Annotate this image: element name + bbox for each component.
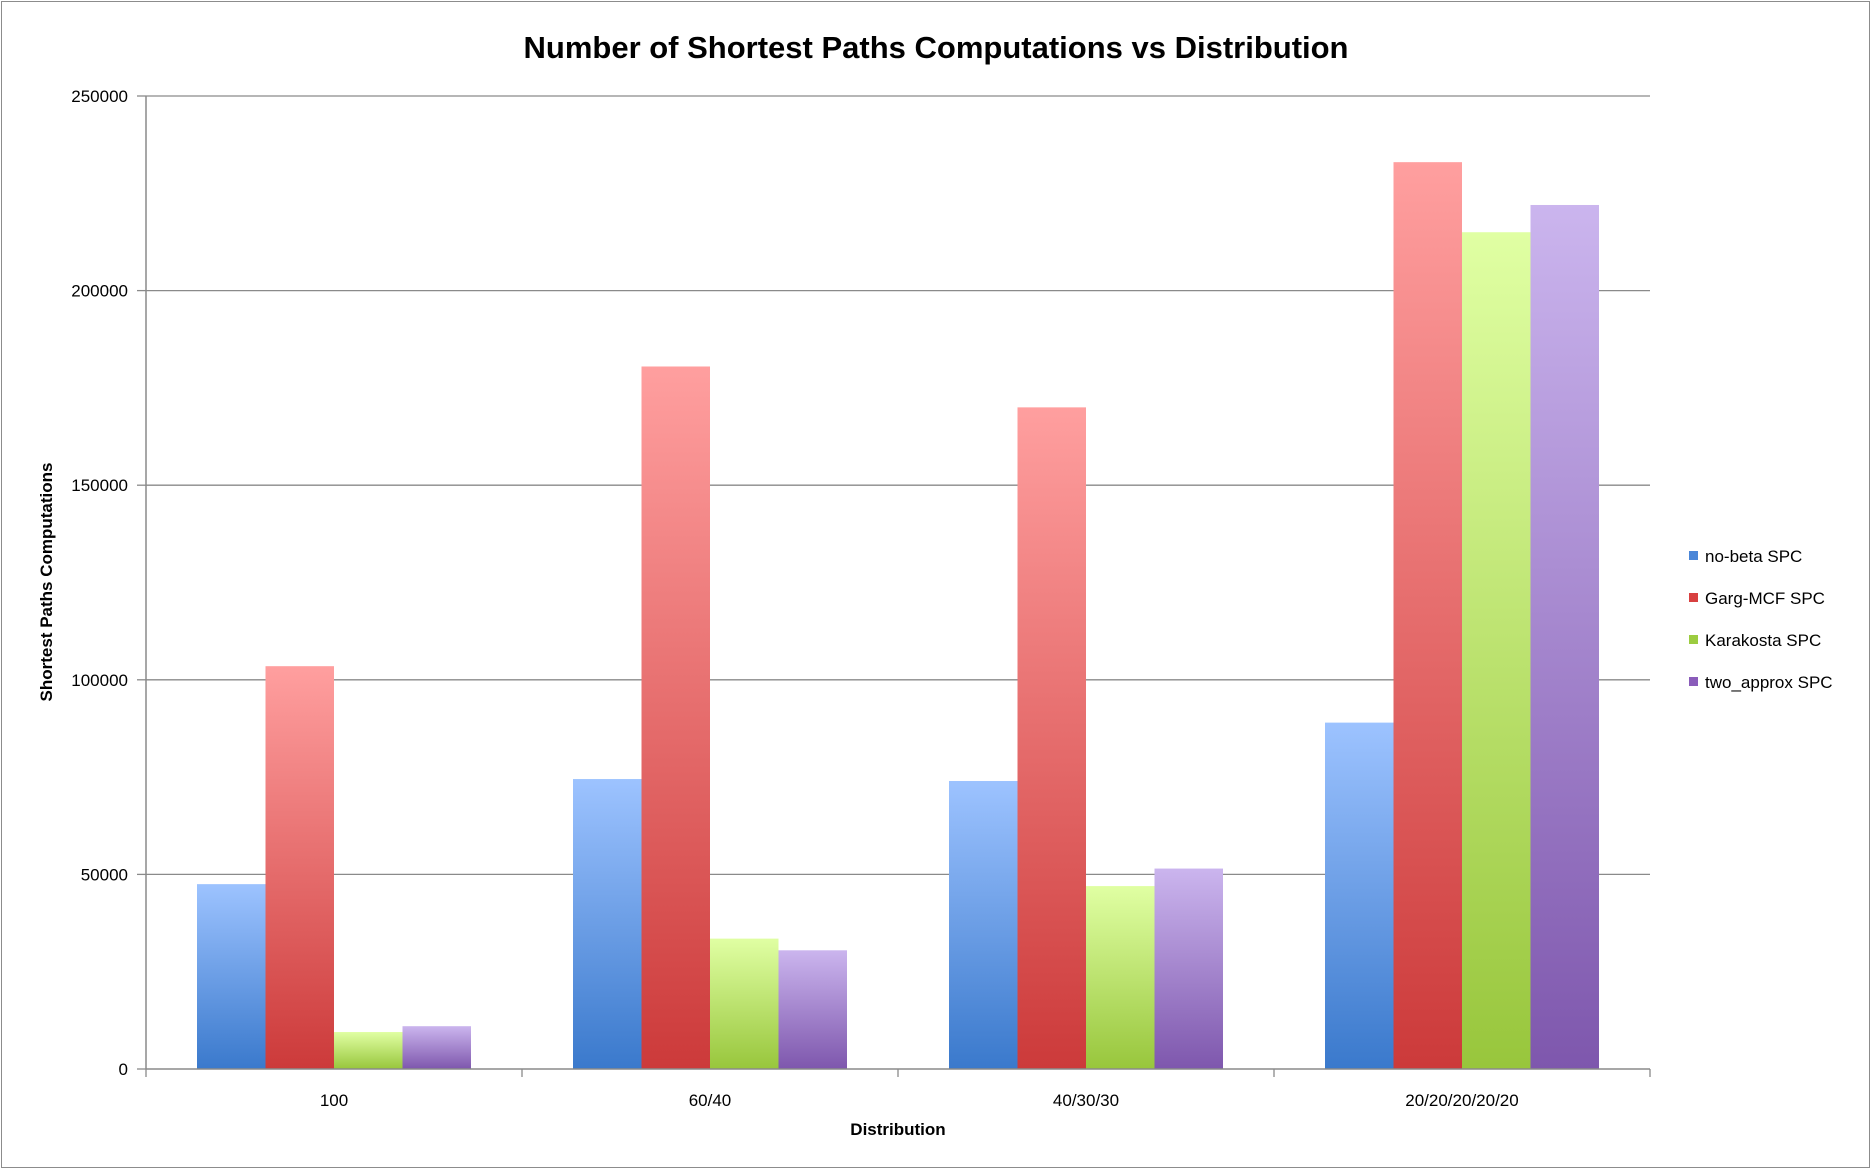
y-tick-label: 200000 (71, 282, 128, 301)
y-tick-label: 50000 (81, 865, 128, 884)
y-axis-title: Shortest Paths Computations (37, 463, 56, 702)
legend-swatch (1689, 677, 1698, 686)
legend-label: no-beta SPC (1705, 547, 1802, 566)
y-tick-label: 100000 (71, 671, 128, 690)
x-tick-labels: 100 60/40 40/30/30 20/20/20/20/20 (320, 1091, 1519, 1110)
legend-label: Garg-MCF SPC (1705, 589, 1825, 608)
legend-swatch (1689, 593, 1698, 602)
bar (402, 1026, 471, 1069)
bars (197, 162, 1599, 1070)
x-axis-title: Distribution (850, 1120, 945, 1139)
bar (1086, 886, 1155, 1069)
bar (197, 884, 266, 1069)
y-tick-label: 250000 (71, 87, 128, 106)
x-tick-label: 20/20/20/20/20 (1405, 1091, 1518, 1110)
chart-title: Number of Shortest Paths Computations vs… (524, 30, 1349, 65)
legend-swatch (1689, 635, 1698, 644)
y-tick-labels: 0 50000 100000 150000 200000 250000 (71, 87, 128, 1079)
bar (641, 366, 710, 1069)
bar (1393, 162, 1462, 1069)
bar (1325, 722, 1394, 1069)
bar (1017, 407, 1086, 1069)
y-tick-label: 150000 (71, 476, 128, 495)
x-tick-label: 40/30/30 (1053, 1091, 1119, 1110)
x-tick-label: 60/40 (689, 1091, 732, 1110)
bar (1462, 232, 1531, 1070)
bar (334, 1032, 403, 1069)
legend-label: Karakosta SPC (1705, 631, 1821, 650)
bar (949, 780, 1018, 1069)
bar (778, 950, 847, 1069)
y-tick-label: 0 (119, 1060, 128, 1079)
legend: no-beta SPC Garg-MCF SPC Karakosta SPC two_… (1689, 547, 1833, 692)
bar (265, 666, 334, 1069)
bar (1530, 204, 1599, 1069)
legend-label: two_approx SPC (1705, 673, 1833, 692)
bar (573, 779, 642, 1069)
legend-swatch (1689, 551, 1698, 560)
x-tick-label: 100 (320, 1091, 348, 1110)
bar (1154, 868, 1223, 1069)
bar (710, 938, 779, 1069)
axes (137, 95, 1651, 1077)
